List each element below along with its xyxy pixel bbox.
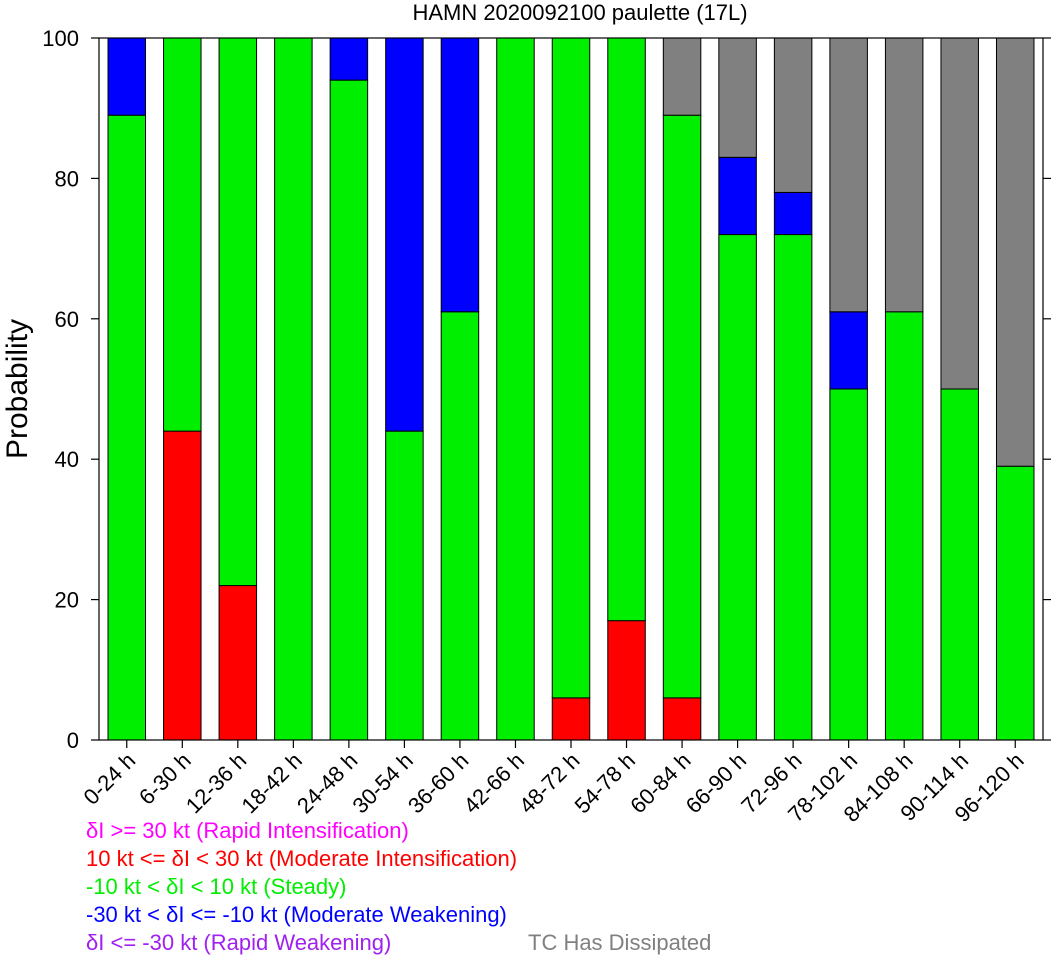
y-tick-label: 20 <box>55 588 79 613</box>
bar-segment <box>884 37 924 313</box>
x-tick-label: 60-84 h <box>625 748 695 818</box>
legend-entry: δI >= 30 kt (Rapid Intensification) <box>86 818 409 843</box>
bar-segment <box>551 697 591 741</box>
x-tick-label: 24-48 h <box>292 748 362 818</box>
bar-segment <box>662 114 702 699</box>
x-tick-label: 66-90 h <box>681 748 751 818</box>
bar-segment <box>440 311 480 741</box>
legend-entry: δI <= -30 kt (Rapid Weakening) <box>86 930 392 955</box>
bar-segment <box>662 697 702 741</box>
bars-group <box>107 37 1035 741</box>
bar-segment <box>995 465 1035 741</box>
bar-segment <box>440 37 480 313</box>
y-axis-label: Probability <box>1 319 34 459</box>
bar-segment <box>274 37 313 741</box>
x-tick-label: 48-72 h <box>514 748 584 818</box>
bar-segment <box>607 620 646 741</box>
legend-entry: 10 kt <= δI < 30 kt (Moderate Intensific… <box>86 846 518 871</box>
bar-segment <box>884 311 924 741</box>
bar-segment <box>773 191 813 236</box>
chart-title: HAMN 2020092100 paulette (17L) <box>412 0 747 25</box>
legend-entry: -30 kt < δI <= -10 kt (Moderate Weakenin… <box>86 902 507 927</box>
bar-segment <box>551 37 591 699</box>
bar-segment <box>829 37 868 313</box>
legend-entry: -10 kt < δI < 10 kt (Steady) <box>86 874 347 899</box>
bar-segment <box>829 311 868 390</box>
legend-entry: TC Has Dissipated <box>528 930 712 955</box>
bar-segment <box>329 79 369 741</box>
bar-segment <box>718 234 757 741</box>
x-tick-label: 18-42 h <box>236 748 306 818</box>
bar-segment <box>163 430 202 741</box>
bar-segment <box>107 114 147 741</box>
x-tick-label: 42-66 h <box>459 748 529 818</box>
bar-segment <box>218 585 258 741</box>
bar-segment <box>829 388 868 741</box>
bar-segment <box>329 37 369 81</box>
bar-segment <box>218 37 258 587</box>
bar-segment <box>607 37 646 622</box>
bar-segment <box>163 37 202 432</box>
bar-segment <box>496 37 535 741</box>
x-tick-label: 36-60 h <box>403 748 473 818</box>
x-tick-label: 30-54 h <box>347 748 417 818</box>
bar-segment <box>940 37 979 390</box>
bar-segment <box>107 37 147 116</box>
bar-segment <box>718 37 757 158</box>
bar-segment <box>995 37 1035 467</box>
bar-segment <box>773 234 813 741</box>
x-tick-label: 0-24 h <box>79 748 141 810</box>
bar-segment <box>773 37 813 193</box>
y-tick-label: 80 <box>55 166 79 191</box>
y-tick-label: 0 <box>67 728 79 753</box>
bar-segment <box>940 388 979 741</box>
bar-segment <box>718 156 757 236</box>
legend: δI >= 30 kt (Rapid Intensification) 10 kt… <box>86 818 1046 960</box>
x-tick-label: 54-78 h <box>570 748 640 818</box>
bar-segment <box>385 37 424 432</box>
y-tick-label: 40 <box>55 447 79 472</box>
y-tick-label: 60 <box>55 307 79 332</box>
bar-segment <box>385 430 424 741</box>
y-tick-label: 100 <box>42 26 79 51</box>
x-tick-label: 12-36 h <box>181 748 251 818</box>
bar-segment <box>662 37 702 116</box>
